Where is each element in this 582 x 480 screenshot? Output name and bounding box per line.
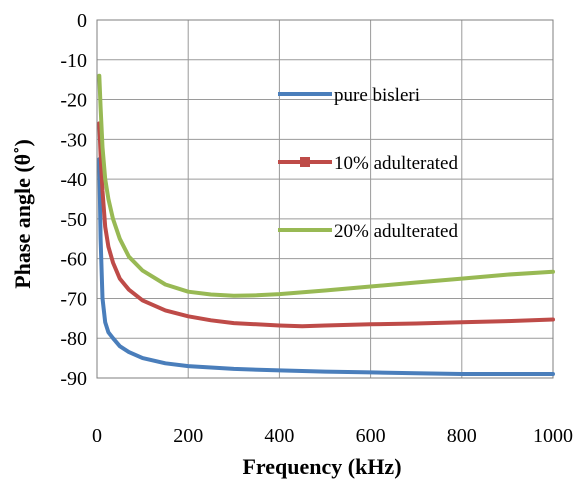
series-line [97,157,555,376]
x-tick-label: 800 [447,425,477,447]
x-axis-title: Frequency (kHz) [242,454,401,479]
legend: pure bisleri 10% adulterated 20% adulterat… [278,85,458,242]
legend-label: pure bisleri [334,85,420,106]
series-lines [97,73,555,376]
y-tick-label: -40 [60,169,87,191]
legend-marker [300,157,310,167]
x-tick-label: 200 [173,425,203,447]
plot-area-border [96,19,554,379]
legend-label: 10% adulterated [334,153,458,174]
y-tick-label: -10 [60,50,87,72]
x-tick-label: 0 [92,425,102,447]
y-tick-label: -70 [60,288,87,310]
y-tick-label: -60 [60,249,87,271]
y-tick-label: -90 [60,368,87,390]
x-tick-label: 400 [264,425,294,447]
y-tick-label: -20 [60,90,87,112]
x-tick-label: 1000 [533,425,573,447]
y-tick-label: -80 [60,328,87,350]
y-axis-ticks: 0 -10 -20 -30 -40 -50 -60 -70 -80 -90 [60,10,87,390]
series-line [97,73,555,298]
y-axis-title: Phase angle (θ˚) [10,139,35,289]
y-tick-label: 0 [77,10,87,32]
x-tick-label: 600 [356,425,386,447]
y-tick-label: -30 [60,129,87,151]
y-tick-label: -50 [60,209,87,231]
series-line [97,121,555,329]
grid [96,19,554,379]
legend-label: 20% adulterated [334,221,458,242]
x-axis-ticks: 0 200 400 600 800 1000 [92,425,573,447]
